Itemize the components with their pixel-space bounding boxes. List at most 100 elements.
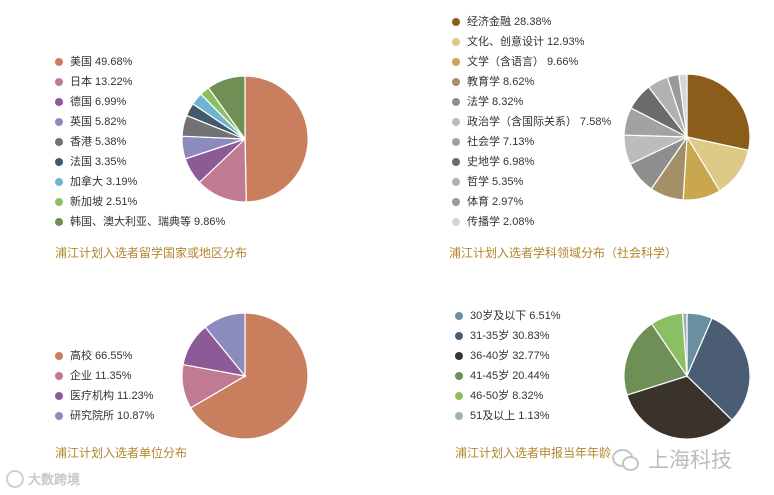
legend-item: 31-35岁 30.83% <box>455 326 560 346</box>
legend-item: 英国 5.82% <box>55 112 225 132</box>
pie-slice-1 <box>189 312 309 440</box>
legend-disciplines: 经济金融 28.38% 文化、创意设计 12.93% 文学（含语言） 9.66% 教育… <box>452 12 611 232</box>
legend-label: 德国 6.99% <box>70 96 127 108</box>
legend-label: 日本 13.22% <box>70 76 133 88</box>
legend-item: 46-50岁 8.32% <box>455 386 560 406</box>
legend-swatch <box>455 412 463 420</box>
chart-title-countries: 浦江计划入选者留学国家或地区分布 <box>55 246 248 260</box>
legend-label: 文学（含语言） 9.66% <box>467 56 579 68</box>
legend-label: 社会学 7.13% <box>467 136 535 148</box>
pie-slice-6 <box>623 134 688 165</box>
legend-label: 31-35岁 30.83% <box>470 330 550 342</box>
legend-swatch <box>455 332 463 340</box>
chart-title-age: 浦江计划入选者申报当年年龄 <box>455 446 612 460</box>
legend-label: 美国 49.68% <box>70 56 133 68</box>
pie-slice-4 <box>623 322 688 396</box>
legend-item: 30岁及以下 6.51% <box>455 306 560 326</box>
legend-swatch <box>455 352 463 360</box>
pie-slice-8 <box>630 86 688 138</box>
legend-item: 41-45岁 20.44% <box>455 366 560 386</box>
legend-label: 香港 5.38% <box>70 136 127 148</box>
legend-label: 体育 2.97% <box>467 196 524 208</box>
legend-label: 36-40岁 32.77% <box>470 350 550 362</box>
logo-ring-icon <box>6 469 24 488</box>
legend-item: 韩国、澳大利亚、瑞典等 9.86% <box>55 212 225 232</box>
legend-label: 传播学 2.08% <box>467 216 535 228</box>
pie-slice-7 <box>623 107 688 138</box>
legend-label: 政治学（含国际关系） 7.58% <box>467 116 612 128</box>
pie-slice-1 <box>244 75 309 203</box>
legend-label: 英国 5.82% <box>70 116 127 128</box>
legend-label: 46-50岁 8.32% <box>470 390 544 402</box>
legend-label: 企业 11.35% <box>70 370 132 382</box>
legend-label: 经济金融 28.38% <box>467 16 552 28</box>
legend-swatch <box>455 392 463 400</box>
pie-slice-1 <box>686 312 713 377</box>
legend-item: 高校 66.55% <box>55 346 154 366</box>
legend-label: 新加坡 2.51% <box>70 196 138 208</box>
legend-item: 研究院所 10.87% <box>55 406 154 426</box>
legend-swatch <box>455 312 463 320</box>
legend-swatch <box>452 78 460 86</box>
legend-label: 教育学 8.62% <box>467 76 535 88</box>
pie-slice-5 <box>650 312 688 379</box>
legend-swatch <box>55 78 63 86</box>
legend-label: 加拿大 3.19% <box>70 176 138 188</box>
legend-item: 社会学 7.13% <box>452 132 611 152</box>
legend-label: 法国 3.35% <box>70 156 127 168</box>
legend-item: 51及以上 1.13% <box>455 406 560 426</box>
legend-label: 史地学 6.98% <box>467 156 535 168</box>
chart-title-disciplines: 浦江计划入选者学科领域分布（社会科学） <box>449 246 678 260</box>
legend-swatch <box>452 58 460 66</box>
legend-item: 法学 8.32% <box>452 92 611 112</box>
watermark-right: 上海科技 <box>612 444 732 474</box>
legend-item: 经济金融 28.38% <box>452 12 611 32</box>
legend-swatch <box>55 352 63 360</box>
legend-swatch <box>55 138 63 146</box>
legend-label: 51及以上 1.13% <box>470 410 550 422</box>
legend-label: 研究院所 10.87% <box>70 410 155 422</box>
legend-item: 传播学 2.08% <box>452 212 611 232</box>
pie-slice-2 <box>181 363 247 409</box>
legend-item: 美国 49.68% <box>55 52 225 72</box>
legend-swatch <box>455 372 463 380</box>
legend-swatch <box>452 38 460 46</box>
legend-swatch <box>55 98 63 106</box>
wechat-icon <box>612 449 639 471</box>
pie-slice-2 <box>686 317 751 421</box>
pie-slice-1 <box>686 73 751 151</box>
legend-item: 香港 5.38% <box>55 132 225 152</box>
legend-swatch <box>452 138 460 146</box>
legend-swatch <box>452 18 460 26</box>
legend-label: 医疗机构 11.23% <box>70 390 154 402</box>
watermark-left: 大数跨境 <box>6 469 80 488</box>
legend-label: 法学 8.32% <box>467 96 524 108</box>
legend-swatch <box>55 158 63 166</box>
legend-swatch <box>55 392 63 400</box>
watermark-right-text: 上海科技 <box>648 449 732 472</box>
legend-swatch <box>55 412 63 420</box>
legend-item: 日本 13.22% <box>55 72 225 92</box>
legend-countries: 美国 49.68% 日本 13.22% 德国 6.99% 英国 5.82% 香港 5.3… <box>55 52 225 232</box>
pie-slice-6 <box>681 312 688 377</box>
legend-item: 政治学（含国际关系） 7.58% <box>452 112 611 132</box>
pie-slice-4 <box>204 312 246 378</box>
legend-item: 哲学 5.35% <box>452 172 611 192</box>
pie-slice-3 <box>682 135 721 201</box>
legend-label: 高校 66.55% <box>70 350 133 362</box>
pie-slice-9 <box>647 76 688 138</box>
pie-slice-5 <box>629 135 689 190</box>
legend-swatch <box>452 98 460 106</box>
legend-age: 30岁及以下 6.51% 31-35岁 30.83% 36-40岁 32.77% 41… <box>455 306 560 426</box>
pie-slice-3 <box>626 375 733 440</box>
legend-item: 企业 11.35% <box>55 366 154 386</box>
legend-label: 哲学 5.35% <box>467 176 524 188</box>
pie-slice-4 <box>650 134 688 201</box>
legend-swatch <box>55 372 63 380</box>
pie-slice-3 <box>182 326 247 377</box>
legend-item: 史地学 6.98% <box>452 152 611 172</box>
legend-swatch <box>452 218 460 226</box>
legend-label: 41-45岁 20.44% <box>470 370 550 382</box>
legend-swatch <box>55 198 63 206</box>
pie-slice-2 <box>685 136 750 192</box>
